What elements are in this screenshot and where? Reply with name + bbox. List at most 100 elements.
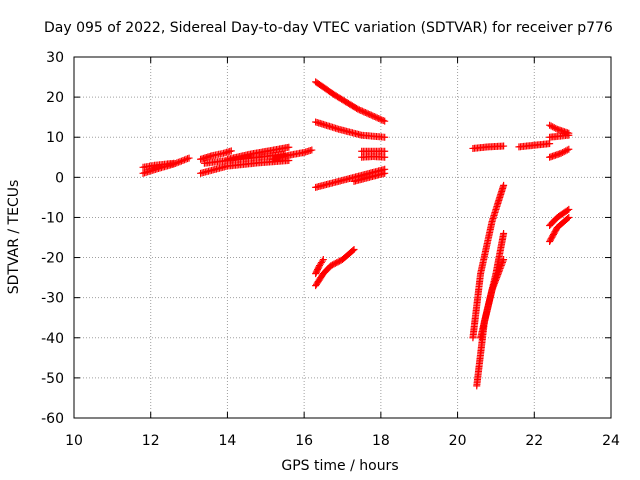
- data-point: [381, 169, 389, 177]
- series-17: [477, 256, 508, 342]
- y-tick-label: 20: [46, 90, 64, 106]
- data-point: [546, 140, 554, 148]
- y-tick-label: 0: [55, 170, 64, 186]
- data-point: [376, 115, 384, 123]
- data-point: [564, 206, 572, 214]
- data-point: [184, 155, 192, 163]
- series-18: [469, 142, 508, 152]
- series-14: [312, 256, 327, 278]
- series-6: [269, 146, 316, 163]
- data-point: [349, 247, 357, 255]
- data-point: [174, 158, 182, 166]
- series-1: [139, 159, 178, 171]
- data-point: [170, 159, 178, 167]
- data-point: [176, 158, 184, 166]
- data-point: [381, 133, 389, 141]
- data-point: [375, 115, 383, 123]
- x-tick-label: 12: [142, 433, 160, 449]
- data-point: [550, 124, 558, 132]
- data-point: [180, 156, 188, 164]
- data-point: [179, 156, 187, 164]
- data-point: [500, 256, 508, 264]
- y-tick-label: -10: [41, 210, 64, 226]
- data-point: [308, 146, 316, 154]
- data-point: [565, 145, 573, 153]
- series-13: [312, 246, 358, 290]
- data-point: [500, 181, 508, 189]
- series-10: [350, 169, 389, 185]
- data-point: [355, 106, 363, 114]
- data-point: [366, 110, 374, 118]
- series-21: [546, 131, 573, 141]
- series-22: [546, 145, 573, 161]
- data-point: [546, 121, 554, 129]
- data-point: [373, 114, 381, 122]
- data-point: [381, 153, 389, 161]
- x-tick-label: 20: [449, 433, 467, 449]
- data-point: [552, 124, 560, 132]
- data-point: [285, 143, 293, 151]
- y-axis-label: SDTVAR / TECUs: [6, 180, 22, 295]
- plot-frame: [73, 56, 612, 419]
- data-point: [562, 147, 570, 155]
- data-point: [378, 116, 386, 124]
- data-point: [381, 147, 389, 155]
- y-tick-label: 10: [46, 130, 64, 146]
- chart-title: Day 095 of 2022, Sidereal Day-to-day VTE…: [44, 20, 613, 36]
- data-point: [369, 112, 377, 120]
- data-point: [363, 109, 371, 117]
- data-point: [565, 131, 573, 139]
- x-tick-label: 14: [219, 433, 237, 449]
- data-point: [564, 214, 572, 222]
- series-24: [546, 213, 573, 246]
- x-axis-label: GPS time / hours: [281, 458, 398, 474]
- data-point: [372, 113, 380, 121]
- data-point: [350, 246, 358, 254]
- data-point: [177, 157, 185, 165]
- x-tick-label: 16: [295, 433, 313, 449]
- y-tick-label: -50: [41, 371, 64, 387]
- data-point: [367, 111, 375, 119]
- data-point: [563, 146, 571, 154]
- grid: [74, 57, 611, 418]
- data-point: [319, 256, 327, 264]
- data-point: [381, 117, 389, 125]
- axis-ticks: 10 12 14 16 18 20 22 24 30 20 10 0 -10 -20 -30 -40 -50 -6…: [41, 50, 620, 449]
- data-point: [560, 148, 568, 156]
- x-tick-label: 22: [525, 433, 543, 449]
- y-tick-label: -30: [41, 291, 64, 307]
- data-point: [565, 213, 573, 221]
- y-tick-label: -40: [41, 331, 64, 347]
- data-point: [559, 148, 567, 156]
- x-tick-label: 24: [602, 433, 620, 449]
- series-19: [515, 140, 554, 151]
- data-point: [182, 155, 190, 163]
- data-point: [364, 110, 372, 118]
- data-point: [379, 117, 387, 125]
- data-point: [358, 107, 366, 115]
- series-9: [312, 165, 389, 191]
- data-point: [500, 142, 508, 150]
- series-12: [358, 152, 389, 161]
- data-point: [547, 122, 555, 130]
- series-23: [546, 205, 573, 229]
- y-tick-label: -20: [41, 251, 64, 267]
- data-point: [565, 205, 573, 213]
- series-15: [469, 181, 508, 342]
- series-2: [197, 147, 235, 163]
- x-tick-label: 18: [372, 433, 390, 449]
- series-5: [223, 143, 293, 163]
- data-point: [500, 229, 508, 237]
- data-point: [370, 112, 378, 120]
- y-tick-label: 30: [46, 50, 64, 66]
- data-point: [357, 106, 365, 114]
- x-tick-label: 10: [65, 433, 83, 449]
- data-point: [360, 108, 368, 116]
- y-tick-label: -60: [41, 411, 64, 427]
- series-7: [312, 78, 389, 125]
- data-points: [139, 78, 573, 390]
- data-point: [318, 257, 326, 265]
- data-point: [549, 123, 557, 131]
- data-point: [557, 149, 565, 157]
